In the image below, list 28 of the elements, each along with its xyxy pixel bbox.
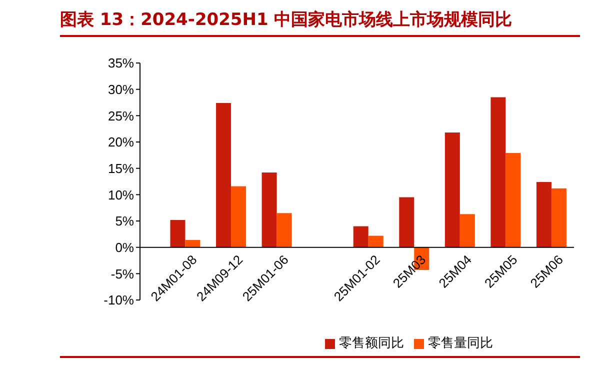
bar (444, 132, 460, 248)
y-tick-label: -10% (104, 292, 134, 308)
bar (262, 172, 277, 248)
bar (536, 182, 552, 248)
bar (216, 103, 232, 248)
bar (353, 226, 368, 248)
y-tick-label: 35% (108, 56, 134, 71)
y-tick-label: 25% (108, 108, 134, 124)
y-tick-label: 30% (108, 82, 134, 97)
y-tick-label: 20% (108, 134, 134, 150)
y-tick-label: 5% (115, 214, 134, 229)
bar (399, 197, 414, 248)
y-tick-label: -5% (110, 266, 134, 282)
bar (368, 236, 384, 248)
y-tick-label: 10% (108, 187, 134, 202)
y-tick-label: 15% (108, 160, 134, 176)
bar (185, 240, 200, 248)
bar (460, 214, 475, 248)
legend-label: 零售额同比 (339, 335, 404, 350)
y-tick-label: 0% (115, 240, 134, 255)
bar (170, 220, 186, 248)
bar (551, 188, 566, 248)
bar (506, 153, 521, 248)
bar (231, 186, 246, 248)
chart-title: 图表 13：2024-2025H1 中国家电市场线上市场规模同比 (60, 8, 580, 37)
legend-label: 零售量同比 (428, 335, 493, 350)
bar (490, 97, 506, 248)
bar (276, 213, 292, 248)
